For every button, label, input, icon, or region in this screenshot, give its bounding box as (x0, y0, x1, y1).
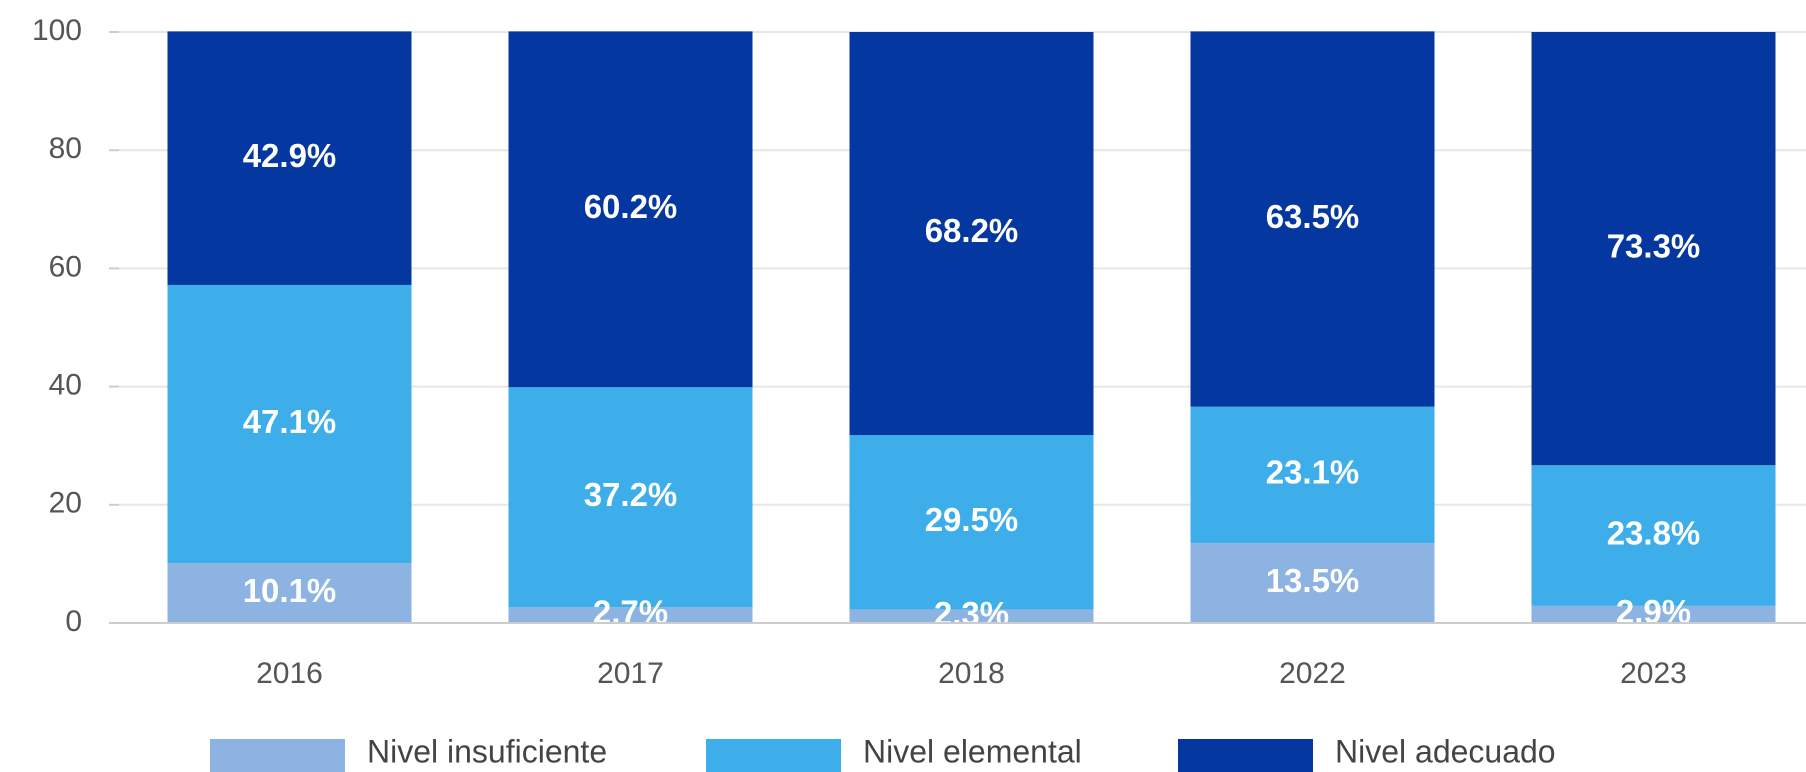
legend-swatch (706, 739, 841, 772)
legend: Nivel insuficiente Nivel elemental Nivel a… (210, 733, 1556, 772)
bar-segment (1190, 543, 1435, 623)
bar-segment (849, 435, 1094, 610)
y-tick-label: 80 (49, 132, 82, 165)
x-tick-label: 2022 (1279, 657, 1346, 690)
bar-segment (849, 32, 1094, 436)
legend-label: Nivel elemental (863, 733, 1082, 769)
value-label: 2.9% (1616, 593, 1691, 630)
value-label: 73.3% (1607, 227, 1701, 264)
value-label: 2.7% (593, 594, 668, 631)
value-label: 42.9% (243, 137, 337, 174)
value-label: 47.1% (243, 403, 337, 440)
bar-segment (1531, 32, 1776, 466)
bar-segment (849, 609, 1094, 623)
bar-segment (1531, 605, 1776, 623)
x-tick-label: 2018 (938, 657, 1005, 690)
x-tick-label: 2017 (597, 657, 664, 690)
bar-segment (508, 31, 753, 388)
value-label: 13.5% (1266, 562, 1360, 599)
value-label: 68.2% (925, 212, 1019, 249)
bar-segment (167, 31, 412, 285)
y-tick-label: 100 (32, 14, 82, 47)
bar-segment (167, 563, 412, 623)
value-label: 29.5% (925, 501, 1019, 538)
value-label: 63.5% (1266, 198, 1360, 235)
bar-segment (167, 284, 412, 564)
bars (167, 31, 1776, 623)
bar-segment (1531, 465, 1776, 606)
value-label: 2.3% (934, 595, 1009, 632)
value-label: 23.8% (1607, 514, 1701, 551)
bar-segment (1190, 31, 1435, 407)
bar-segment (508, 387, 753, 608)
x-tick-label: 2023 (1620, 657, 1687, 690)
y-tick-label: 60 (49, 250, 82, 283)
legend-label: Nivel insuficiente (367, 733, 607, 769)
value-label: 10.1% (243, 572, 337, 609)
legend-swatch (1178, 739, 1313, 772)
bar-segment (508, 607, 753, 623)
legend-label: Nivel adecuado (1335, 733, 1556, 769)
value-label: 23.1% (1266, 454, 1360, 491)
x-tick-label: 2016 (256, 657, 323, 690)
y-tick-label: 40 (49, 369, 82, 402)
y-tick-label: 0 (65, 605, 82, 638)
bar-segment (1190, 406, 1435, 544)
y-tick-label: 20 (49, 487, 82, 520)
legend-swatch (210, 739, 345, 772)
value-label: 60.2% (584, 188, 678, 225)
axes: 0 20 40 60 80 100 2016 2017 2018 2022 2023 (32, 14, 1806, 690)
value-label: 37.2% (584, 476, 678, 513)
value-labels: 10.1% 47.1% 42.9% 2.7% 37.2% 60.2% 2.3% 29.5% 68… (243, 137, 1701, 632)
